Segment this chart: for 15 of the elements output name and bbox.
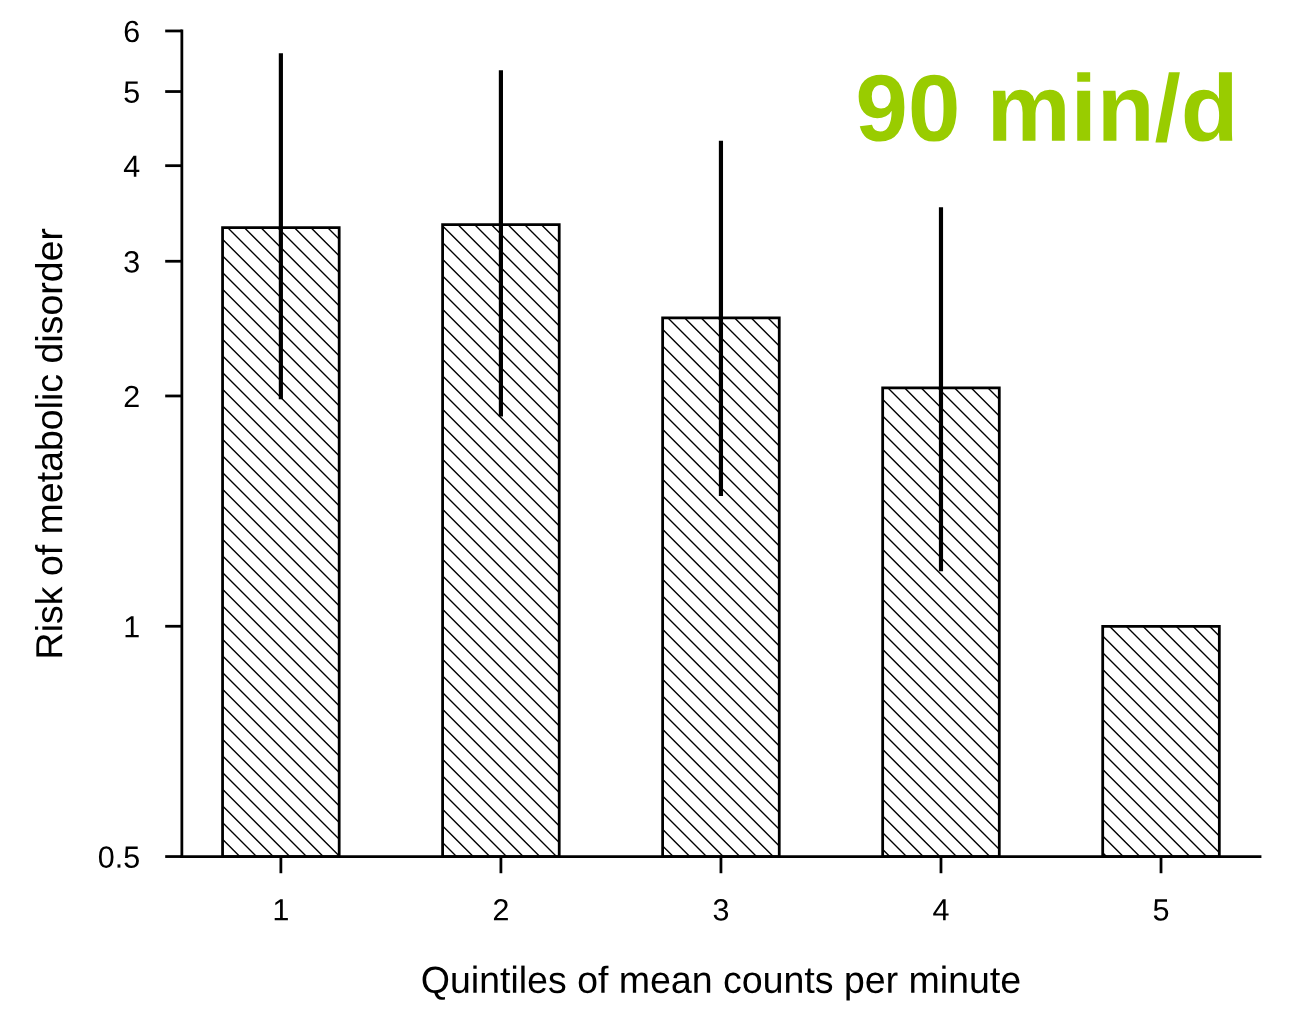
y-tick-label: 3 — [124, 250, 139, 273]
y-tick-label: 2 — [124, 385, 139, 408]
x-tick-label: 1 — [274, 899, 288, 921]
x-tick-label: 5 — [1153, 899, 1169, 921]
y-axis-title: Risk of metabolic disorder — [34, 228, 63, 657]
x-tick-label: 3 — [713, 899, 729, 921]
y-tick-label: 6 — [124, 20, 139, 43]
y-tick-label: 0.5 — [98, 846, 139, 868]
x-axis-title: Quintiles of mean counts per minute — [422, 965, 1020, 1001]
y-tick-label: 1 — [125, 616, 139, 638]
y-tick-label: 5 — [124, 81, 139, 103]
x-tick-label: 4 — [933, 899, 949, 921]
y-tick-label: 4 — [123, 155, 140, 177]
x-tick-label: 2 — [493, 899, 508, 921]
annotation: 90 min/d — [858, 72, 1233, 143]
